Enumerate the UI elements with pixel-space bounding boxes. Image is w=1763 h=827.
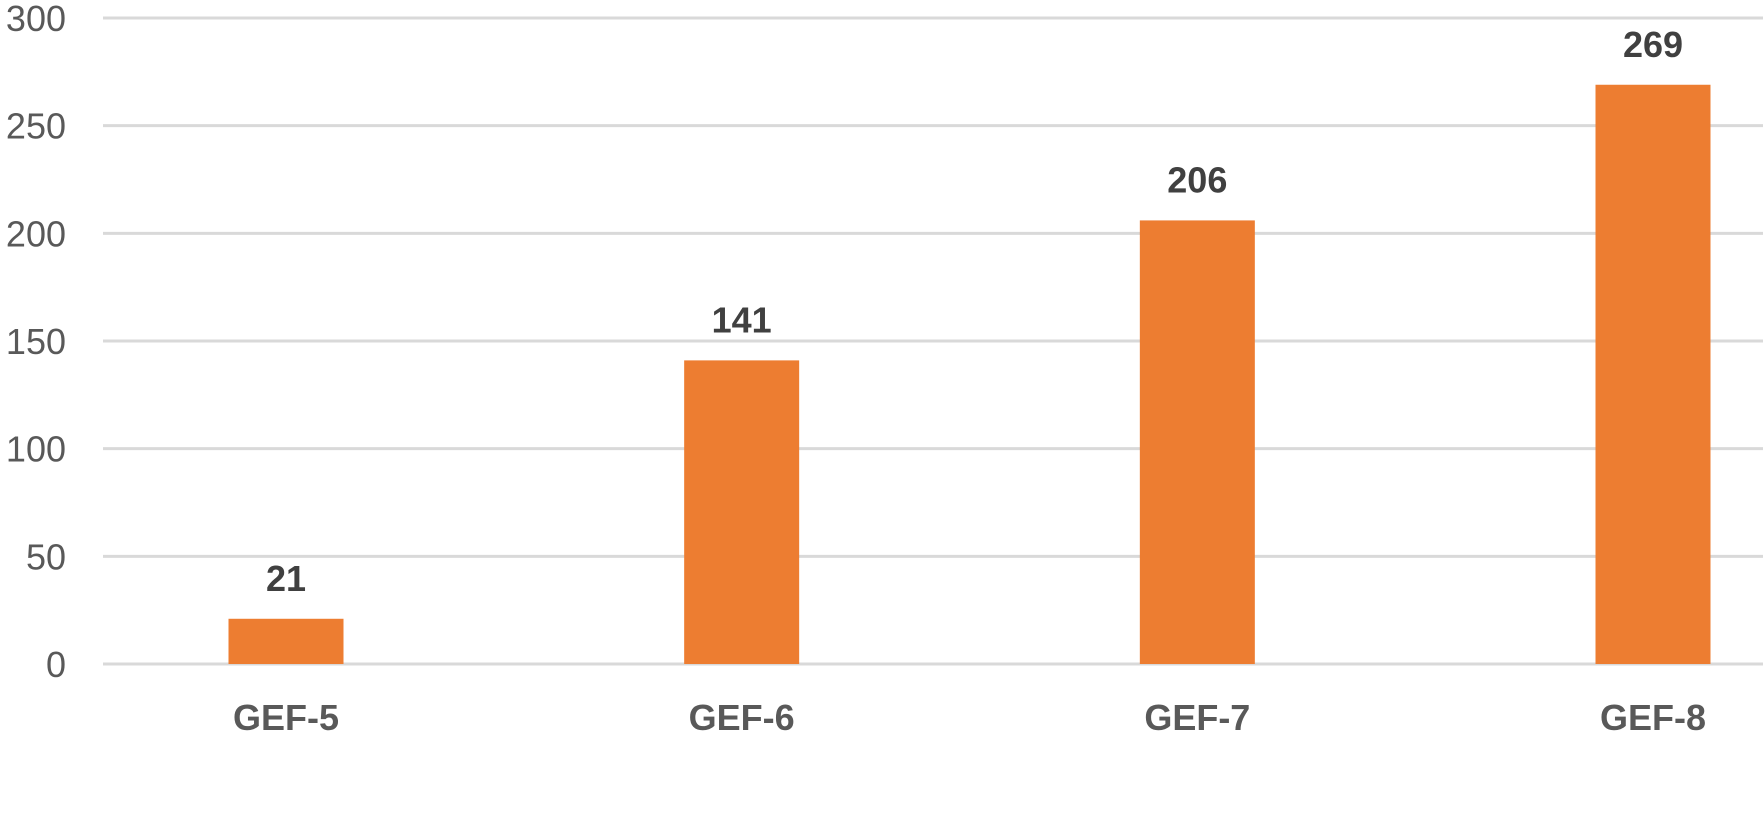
gridlines: [103, 16, 1763, 666]
y-axis-tick-labels: 0 50 100 150 200 250 300: [6, 0, 66, 685]
data-label-gef-8: 269: [1623, 24, 1683, 65]
x-tick-label-gef-5: GEF-5: [233, 697, 339, 738]
y-tick-label: 150: [6, 321, 66, 362]
y-tick-label: 250: [6, 106, 66, 147]
data-labels: 21 141 206 269: [266, 24, 1683, 599]
data-label-gef-5: 21: [266, 558, 306, 599]
y-tick-label: 200: [6, 213, 66, 254]
bar-gef-5: [228, 618, 344, 664]
bar-gef-7: [1139, 220, 1255, 664]
y-tick-label: 0: [46, 644, 66, 685]
x-tick-label-gef-6: GEF-6: [689, 697, 795, 738]
y-tick-label: 100: [6, 429, 66, 470]
data-label-gef-7: 206: [1167, 159, 1227, 200]
y-tick-label: 50: [26, 536, 66, 577]
bar-gef-6: [684, 360, 800, 664]
x-axis-tick-labels: GEF-5 GEF-6 GEF-7 GEF-8: [233, 697, 1706, 738]
bars: [228, 84, 1711, 664]
x-tick-label-gef-7: GEF-7: [1144, 697, 1250, 738]
x-tick-label-gef-8: GEF-8: [1600, 697, 1706, 738]
bar-gef-8: [1595, 84, 1711, 664]
y-tick-label: 300: [6, 0, 66, 39]
data-label-gef-6: 141: [712, 299, 772, 340]
